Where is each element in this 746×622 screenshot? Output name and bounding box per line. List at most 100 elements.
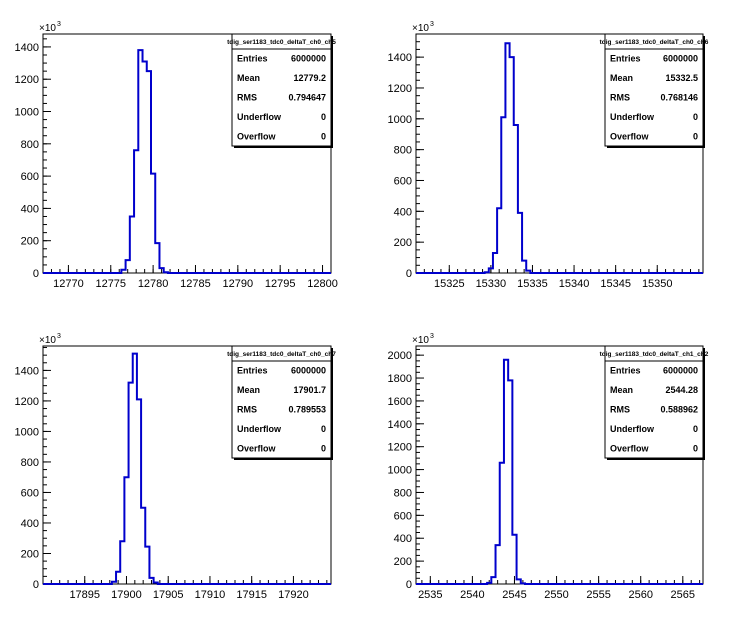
stats-title: tdig_ser1183_tdc0_deltaT_ch1_ch2 — [600, 351, 709, 358]
y-axis-multiplier: ×10 — [412, 335, 429, 346]
stats-value: 0 — [693, 424, 698, 434]
histogram-bin — [504, 360, 508, 584]
histogram-bin — [151, 174, 155, 273]
stats-label: RMS — [237, 405, 257, 415]
x-tick-label: 12790 — [223, 278, 254, 290]
histogram-bin — [518, 213, 522, 273]
histogram-bin — [491, 577, 495, 584]
stats-label: RMS — [237, 93, 257, 103]
stats-box: tdig_ser1183_tdc0_deltaT_ch0_ch6 Entries 6… — [600, 33, 709, 148]
histogram-bin — [145, 547, 149, 584]
histogram-outline — [43, 352, 331, 585]
histogram-bin — [138, 50, 142, 273]
stats-label: Mean — [237, 73, 260, 83]
stats-label: Entries — [610, 366, 641, 376]
y-axis-multiplier: ×10 — [412, 23, 429, 34]
stats-value: 0.789553 — [288, 405, 326, 415]
x-tick-label: 2555 — [586, 589, 610, 601]
stats-box-frame — [231, 345, 332, 459]
y-tick-label: 200 — [394, 237, 412, 249]
stats-value: 15332.5 — [665, 73, 698, 83]
stats-value: 12779.2 — [293, 73, 326, 83]
histogram-bin — [147, 71, 151, 273]
y-tick-label: 400 — [21, 203, 39, 215]
stats-label: Underflow — [237, 424, 282, 434]
y-tick-label: 600 — [394, 175, 412, 187]
stats-value: 6000000 — [663, 54, 698, 64]
y-tick-label: 800 — [21, 139, 39, 151]
y-tick-label: 0 — [33, 268, 39, 280]
y-tick-label: 400 — [21, 518, 39, 530]
y-tick-label: 2000 — [388, 350, 412, 362]
y-tick-label: 600 — [21, 487, 39, 499]
x-tick-label: 15340 — [559, 278, 590, 290]
stats-label: RMS — [610, 405, 630, 415]
histogram-bin — [129, 383, 133, 584]
y-tick-label: 400 — [394, 533, 412, 545]
y-tick-label: 1000 — [15, 426, 39, 438]
histogram-bin — [154, 582, 158, 584]
stats-label: Overflow — [237, 131, 277, 141]
stats-value: 17901.7 — [293, 385, 326, 395]
y-tick-label: 1200 — [388, 442, 412, 454]
x-tick-label: 12775 — [95, 278, 126, 290]
x-tick-label: 17915 — [236, 589, 267, 601]
x-tick-label: 17900 — [111, 589, 142, 601]
histogram-bin — [112, 582, 116, 584]
y-axis-multiplier: ×10 — [39, 335, 56, 346]
histogram-bin — [126, 260, 130, 273]
x-tick-label: 12800 — [307, 278, 338, 290]
y-tick-label: 0 — [406, 268, 412, 280]
histogram-bin — [130, 216, 134, 273]
x-tick-label: 2540 — [460, 589, 484, 601]
x-tick-label: 2565 — [671, 589, 695, 601]
histogram-bin — [155, 243, 159, 273]
x-tick-label: 12795 — [265, 278, 296, 290]
stats-label: Overflow — [610, 443, 650, 453]
histogram-bin — [501, 117, 505, 273]
stats-value: 6000000 — [291, 54, 326, 64]
histogram-outline — [416, 358, 703, 585]
histogram-bin — [522, 261, 526, 273]
histogram-bin — [143, 61, 147, 273]
stats-label: Underflow — [610, 424, 655, 434]
histogram-bin — [121, 270, 125, 273]
stats-box: tdig_ser1183_tdc0_deltaT_ch0_ch7 Entries 6… — [227, 345, 336, 460]
histogram-bin — [526, 271, 530, 273]
x-tick-label: 17895 — [69, 589, 100, 601]
stats-value: 0 — [693, 443, 698, 453]
y-axis-exponent: 3 — [57, 21, 61, 28]
histogram-bin — [510, 57, 514, 273]
y-tick-label: 1200 — [15, 396, 39, 408]
stats-label: Mean — [610, 73, 633, 83]
y-tick-label: 1000 — [388, 114, 412, 126]
x-tick-label: 2550 — [544, 589, 568, 601]
stats-label: RMS — [610, 93, 630, 103]
histogram-bin — [496, 545, 500, 584]
stats-label: Overflow — [237, 443, 277, 453]
stats-title: tdig_ser1183_tdc0_deltaT_ch0_ch7 — [227, 351, 336, 358]
y-tick-label: 1200 — [388, 83, 412, 95]
y-tick-label: 0 — [406, 579, 412, 591]
y-tick-label: 1000 — [388, 465, 412, 477]
x-tick-label: 2545 — [502, 589, 526, 601]
stats-label: Entries — [237, 54, 268, 64]
y-tick-label: 1200 — [15, 74, 39, 86]
y-tick-label: 1000 — [15, 107, 39, 119]
x-tick-label: 17910 — [195, 589, 226, 601]
histogram-bin — [497, 208, 501, 273]
stats-box-frame — [604, 33, 704, 147]
histogram-outline — [43, 49, 331, 274]
stats-value: 0 — [321, 131, 326, 141]
stats-value: 0.768146 — [660, 93, 698, 103]
histogram-bin — [124, 477, 128, 584]
y-tick-label: 800 — [394, 145, 412, 157]
histogram-bin — [485, 272, 489, 273]
y-axis-exponent: 3 — [430, 333, 434, 340]
stats-box-frame — [604, 345, 704, 459]
y-tick-label: 1400 — [15, 42, 39, 54]
y-axis-exponent: 3 — [57, 333, 61, 340]
stats-label: Overflow — [610, 131, 650, 141]
stats-value: 0.588962 — [660, 405, 698, 415]
